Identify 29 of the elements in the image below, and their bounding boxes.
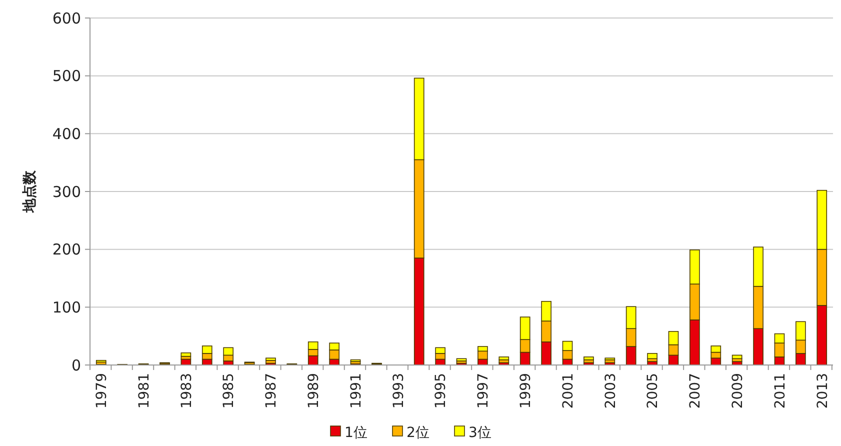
legend-label: 2位 [406, 424, 430, 441]
x-tick-label: 2005 [645, 373, 662, 409]
legend-label: 3位 [468, 424, 492, 441]
y-tick-label: 300 [52, 182, 81, 201]
y-tick-label: 500 [52, 67, 81, 86]
x-tick-label: 2001 [560, 373, 576, 409]
legend-label: 1位 [344, 424, 368, 441]
x-tick-label: 2011 [772, 373, 788, 409]
x-tick-label: 2007 [688, 373, 704, 409]
y-tick-label: 100 [52, 298, 81, 316]
x-tick-label: 1989 [306, 373, 322, 409]
y-axis-title: 地点数 [22, 170, 38, 214]
x-tick-label: 1995 [433, 373, 450, 409]
x-tick-label: 1997 [476, 373, 492, 409]
x-tick-label: 1985 [221, 373, 238, 409]
x-tick-label: 2009 [730, 373, 746, 409]
x-tick-label: 1979 [94, 373, 110, 409]
x-tick-label: 1983 [178, 373, 195, 409]
x-tick-label: 1999 [518, 373, 534, 409]
x-tick-label: 1987 [264, 373, 280, 409]
x-tick-label: 1991 [348, 373, 364, 409]
x-tick-label: 2003 [602, 373, 619, 409]
x-tick-label: 2013 [814, 373, 831, 409]
y-tick-label: 600 [52, 9, 81, 28]
y-tick-label: 400 [52, 124, 81, 143]
x-tick-label: 1993 [390, 373, 407, 409]
y-tick-label: 200 [52, 240, 81, 259]
x-tick-label: 1981 [136, 373, 152, 409]
y-tick-label: 0 [71, 356, 81, 374]
